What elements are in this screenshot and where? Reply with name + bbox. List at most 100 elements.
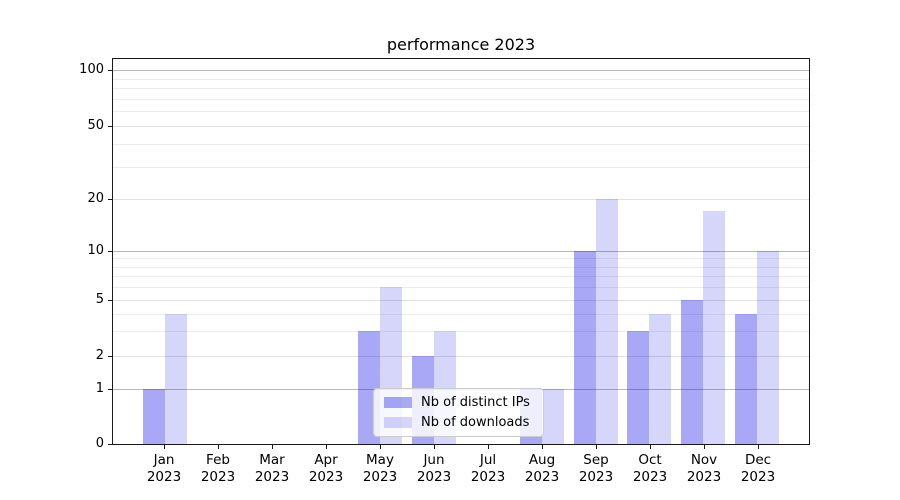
x-tick-line: 2023	[416, 469, 452, 485]
x-tick-line: Feb	[206, 452, 230, 468]
x-tick-line: 2023	[308, 469, 344, 485]
month-slot-nov	[676, 58, 730, 444]
x-tick-label-mar: Mar 2023	[232, 452, 312, 486]
y-tick-label-10: 10	[87, 243, 104, 258]
x-axis: Jan 2023 Feb 2023 Mar 2023 Apr 2023 May 2023 Jun 20…	[112, 452, 810, 492]
month-slot-apr	[299, 58, 353, 444]
legend-label: Nb of downloads	[421, 415, 530, 430]
y-tick-mark	[108, 251, 113, 252]
legend-row: Nb of downloads	[384, 414, 543, 431]
x-tick-label-may: May 2023	[340, 452, 420, 486]
month-slot-may	[353, 58, 407, 444]
x-tick-line: Nov	[690, 452, 718, 468]
x-tick-line: Apr	[314, 452, 338, 468]
y-tick-label-2: 2	[95, 348, 104, 363]
month-slot-aug	[515, 58, 569, 444]
x-tick-line: Jun	[423, 452, 445, 468]
bar-downloads	[649, 314, 672, 444]
bar-downloads	[164, 314, 187, 444]
gridline-3	[113, 331, 809, 332]
month-slot-jun	[407, 58, 461, 444]
gridline-10	[113, 251, 809, 252]
gridline-8	[113, 267, 809, 268]
x-tick-label-sep: Sep 2023	[556, 452, 636, 486]
gridline-100	[113, 70, 809, 71]
x-tick-line: Oct	[638, 452, 662, 468]
x-tick-label-aug: Aug 2023	[502, 452, 582, 486]
x-tick-mark	[704, 445, 705, 449]
x-tick-line: Mar	[259, 452, 285, 468]
x-tick-mark	[542, 445, 543, 449]
gridline-80	[113, 88, 809, 89]
x-tick-label-dec: Dec 2023	[718, 452, 798, 486]
x-tick-line: 2023	[200, 469, 236, 485]
bar-downloads	[757, 251, 780, 444]
x-tick-line: 2023	[470, 469, 506, 485]
gridline-7	[113, 276, 809, 277]
y-tick-mark	[108, 126, 113, 127]
bars-row	[113, 58, 809, 444]
x-tick-mark	[488, 445, 489, 449]
gridline-20	[113, 199, 809, 200]
legend-swatch-downloads	[384, 417, 412, 428]
y-tick-label-1: 1	[95, 381, 104, 396]
bar-downloads	[595, 199, 618, 444]
x-tick-label-oct: Oct 2023	[610, 452, 690, 486]
x-tick-label-apr: Apr 2023	[286, 452, 366, 486]
x-tick-line: 2023	[254, 469, 290, 485]
bar-distinct-ips	[627, 331, 650, 444]
month-slot-oct	[622, 58, 676, 444]
x-tick-mark	[596, 445, 597, 449]
x-tick-mark	[650, 445, 651, 449]
gridline-50	[113, 126, 809, 127]
bar-distinct-ips	[142, 389, 165, 444]
plot-area	[113, 58, 809, 444]
x-tick-mark	[164, 445, 165, 449]
month-slot-feb	[192, 58, 246, 444]
month-slot-mar	[246, 58, 300, 444]
bar-distinct-ips	[735, 314, 758, 444]
gridline-70	[113, 99, 809, 100]
gridline-6	[113, 287, 809, 288]
x-tick-line: 2023	[740, 469, 776, 485]
y-tick-label-20: 20	[87, 191, 104, 206]
y-tick-mark	[108, 199, 113, 200]
x-tick-line: 2023	[578, 469, 614, 485]
gridline-30	[113, 167, 809, 168]
x-tick-mark	[326, 445, 327, 449]
x-tick-line: May	[366, 452, 394, 468]
bar-distinct-ips	[681, 300, 704, 444]
y-tick-mark	[108, 444, 113, 445]
gridline-90	[113, 79, 809, 80]
y-tick-mark	[108, 70, 113, 71]
gridline-9	[113, 258, 809, 259]
x-tick-label-jun: Jun 2023	[394, 452, 474, 486]
month-slot-jan	[138, 58, 192, 444]
x-tick-line: 2023	[362, 469, 398, 485]
legend-row: Nb of distinct IPs	[384, 394, 543, 411]
x-tick-label-feb: Feb 2023	[178, 452, 258, 486]
bar-downloads	[703, 211, 726, 444]
x-tick-mark	[218, 445, 219, 449]
gridline-60	[113, 111, 809, 112]
x-tick-label-jul: Jul 2023	[448, 452, 528, 486]
y-tick-label-0: 0	[95, 436, 104, 451]
x-tick-line: 2023	[686, 469, 722, 485]
y-tick-label-50: 50	[87, 118, 104, 133]
month-slot-jul	[461, 58, 515, 444]
x-tick-label-nov: Nov 2023	[664, 452, 744, 486]
x-tick-line: 2023	[524, 469, 560, 485]
month-slot-dec	[730, 58, 784, 444]
x-tick-line: Dec	[744, 452, 772, 468]
x-tick-label-jan: Jan 2023	[124, 452, 204, 486]
x-tick-line: Aug	[528, 452, 556, 468]
x-tick-line: Jul	[479, 452, 497, 468]
x-tick-mark	[380, 445, 381, 449]
legend-label: Nb of distinct IPs	[421, 395, 530, 410]
y-axis: 0 1 2 5 10 20 50 100	[0, 58, 104, 451]
x-tick-mark	[758, 445, 759, 449]
month-slot-sep	[569, 58, 623, 444]
gridline-2	[113, 356, 809, 357]
x-tick-line: 2023	[632, 469, 668, 485]
